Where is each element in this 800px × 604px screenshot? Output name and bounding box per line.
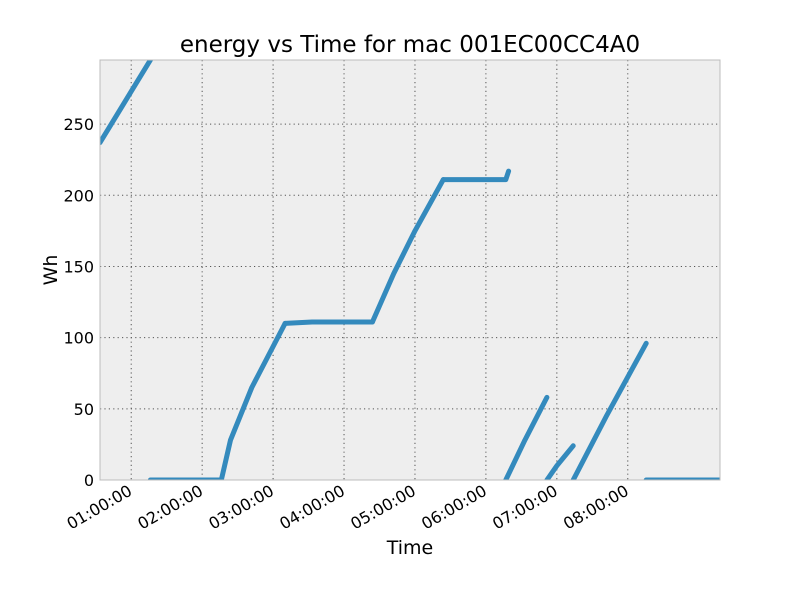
y-axis: 0 50 100 150 200 250 [63, 115, 94, 490]
x-tick-label: 04:00:00 [276, 481, 348, 533]
series-segment [218, 320, 288, 480]
y-tick-label: 250 [63, 115, 94, 134]
series-segment [503, 394, 550, 480]
chart-title: energy vs Time for mac 001EC00CC4A0 [180, 32, 640, 58]
series-segment [369, 177, 446, 325]
x-tick-label: 06:00:00 [418, 481, 490, 533]
x-tick-label: 07:00:00 [489, 481, 561, 533]
plot-area [100, 60, 720, 480]
series-segment [100, 60, 153, 146]
y-tick-label: 100 [63, 329, 94, 348]
x-tick-label: 05:00:00 [347, 481, 419, 533]
y-tick-label: 150 [63, 257, 94, 276]
x-axis-label: Time [386, 537, 434, 559]
series-segment [544, 443, 576, 480]
series-segment [440, 168, 512, 183]
series-segment [570, 340, 649, 480]
x-tick-label: 03:00:00 [205, 481, 277, 533]
y-axis-label: Wh [40, 255, 62, 286]
x-tick-label: 08:00:00 [560, 481, 632, 533]
series-layer [100, 60, 720, 480]
plot-frame [99, 59, 721, 481]
y-tick-label: 50 [74, 400, 94, 419]
x-tick-label: 02:00:00 [134, 481, 206, 533]
y-tick-label: 200 [63, 186, 94, 205]
y-tick-label: 0 [84, 471, 94, 490]
series-segment [282, 319, 375, 326]
x-axis: 01:00:00 02:00:00 03:00:00 04:00:00 05:00:00… [63, 481, 631, 533]
x-tick-label: 01:00:00 [63, 481, 135, 533]
